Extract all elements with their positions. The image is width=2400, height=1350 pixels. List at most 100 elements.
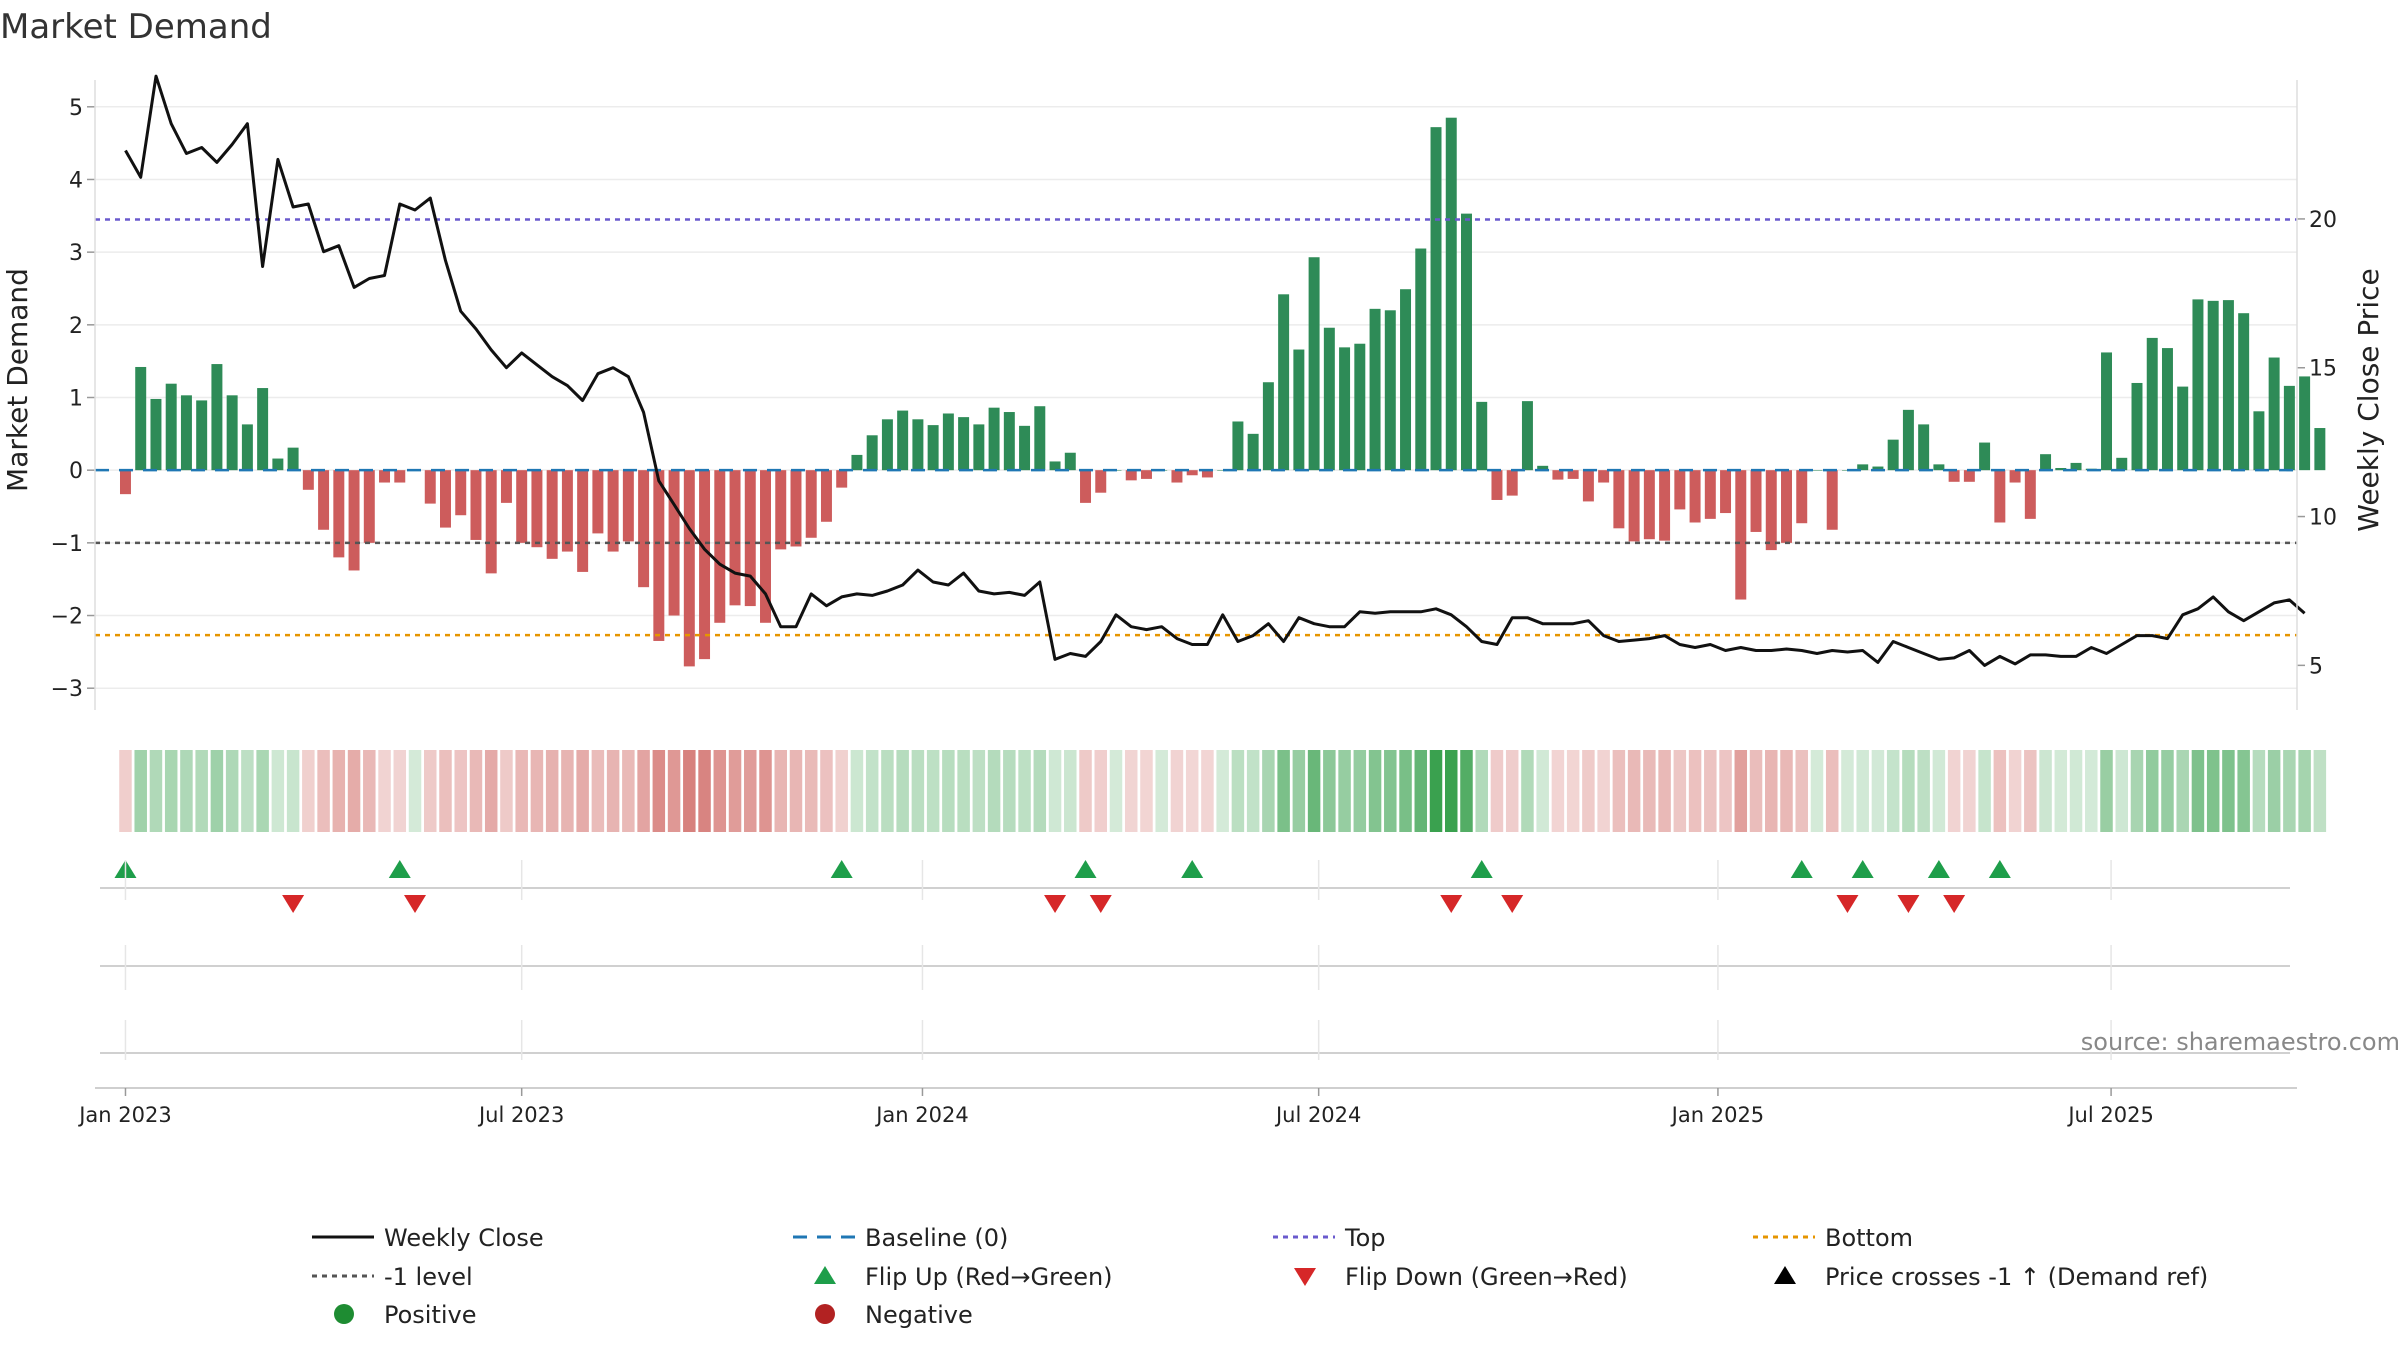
demand-bar-positive (2222, 300, 2234, 471)
demand-bar-positive (2268, 357, 2280, 471)
heat-cell-negative (774, 750, 787, 832)
heat-cell-positive (2115, 750, 2129, 832)
heat-cell-positive (2313, 750, 2327, 832)
demand-bar-negative (1598, 470, 1610, 483)
demand-bar-positive (1887, 439, 1899, 471)
demand-bar-positive (1445, 117, 1457, 471)
demand-bar-positive (1369, 308, 1381, 471)
flip-down-marker (1501, 895, 1524, 913)
demand-bar-negative (1689, 470, 1701, 523)
heat-cell-negative (1140, 750, 1153, 832)
heat-cell-negative (1719, 750, 1732, 832)
demand-bar-negative (790, 470, 802, 547)
demand-bar-negative (1796, 470, 1808, 524)
demand-bar-positive (1384, 310, 1396, 471)
heat-cell-positive (881, 750, 894, 832)
legend-label: Baseline (0) (865, 1224, 1008, 1252)
demand-bar-negative (1948, 470, 1960, 482)
flip-up-marker (1927, 860, 1950, 878)
heat-cell-negative (347, 750, 361, 832)
heat-cell-positive (1277, 750, 1290, 832)
heat-cell-negative (637, 750, 650, 832)
demand-bar-negative (699, 470, 711, 660)
heat-cell-negative (302, 750, 315, 832)
demand-bar-negative (1750, 470, 1762, 532)
y-tick-label: 3 (69, 241, 83, 266)
demand-bar-positive (1430, 127, 1442, 471)
demand-bar-positive (1521, 401, 1533, 471)
heat-cell-negative (835, 750, 848, 832)
demand-bar-negative (1567, 470, 1579, 479)
demand-bar-negative (2024, 470, 2036, 519)
heat-cell-positive (2222, 750, 2235, 832)
heat-cell-negative (1094, 750, 1108, 832)
demand-bar-negative (638, 470, 650, 588)
demand-bar-negative (1674, 470, 1686, 510)
demand-bar-positive (1278, 294, 1290, 471)
demand-bar-negative (1140, 470, 1152, 479)
heat-cell-negative (1704, 750, 1717, 832)
heat-cell-positive (1810, 750, 1824, 832)
heat-cell-positive (2039, 750, 2052, 832)
legend-swatch-dot (334, 1304, 354, 1324)
heat-cell-positive (1932, 750, 1946, 832)
flip-down-marker (1440, 895, 1463, 913)
demand-bar-positive (2101, 352, 2113, 471)
demand-bar-negative (1506, 470, 1518, 496)
heat-cell-positive (865, 750, 879, 832)
heat-cell-positive (926, 750, 940, 832)
heat-cell-positive (408, 750, 422, 832)
heat-cell-positive (1033, 750, 1047, 832)
demand-bar-positive (2314, 428, 2326, 471)
y-tick-label: −3 (51, 677, 83, 702)
demand-bar-negative (1171, 470, 1183, 483)
heat-cell-positive (1048, 750, 1062, 832)
demand-bar-negative (455, 470, 467, 516)
heat-cell-negative (804, 750, 818, 832)
flip-down-marker (1089, 895, 1112, 913)
heat-cell-negative (1780, 750, 1793, 832)
flip-up-marker (1988, 860, 2011, 878)
heat-cell-positive (1064, 750, 1077, 832)
y-tick-label: 5 (69, 96, 83, 121)
x-tick-label: Jul 2023 (477, 1103, 564, 1127)
demand-bar-negative (1994, 470, 2006, 523)
demand-bar-negative (394, 470, 406, 483)
demand-bar-positive (2177, 386, 2189, 471)
heat-cell-negative (484, 750, 498, 832)
heat-cell-negative (1612, 750, 1626, 832)
heat-cell-negative (1627, 750, 1641, 832)
heat-cell-negative (667, 750, 681, 832)
flip-up-marker (388, 860, 411, 878)
heat-cell-negative (1201, 750, 1214, 832)
flip-up-marker (1470, 860, 1493, 878)
heat-cell-positive (1445, 750, 1458, 832)
demand-bar-negative (424, 470, 436, 504)
heat-cell-positive (1460, 750, 1473, 832)
demand-bar-negative (302, 470, 314, 490)
heat-cell-positive (1902, 750, 1915, 832)
demand-bar-positive (881, 419, 893, 471)
heat-cell-negative (591, 750, 605, 832)
demand-bar-positive (2253, 411, 2265, 471)
flip-down-marker (1044, 895, 1067, 913)
heat-cell-negative (1551, 750, 1565, 832)
heat-cell-positive (2206, 750, 2220, 832)
demand-bar-positive (2207, 300, 2219, 471)
demand-bar-positive (2146, 337, 2158, 471)
demand-bar-positive (1354, 343, 1366, 471)
demand-bar-negative (546, 470, 558, 559)
legend-label: Positive (384, 1301, 477, 1329)
heat-cell-positive (987, 750, 1001, 832)
legend-entry: Flip Down (Green→Red) (1294, 1263, 1628, 1291)
heat-cell-positive (2283, 750, 2296, 832)
heat-cell-negative (530, 750, 544, 832)
y-axis-label: Market Demand (1, 268, 34, 492)
x-tick-label: Jul 2025 (2066, 1103, 2153, 1127)
demand-bar-negative (440, 470, 451, 528)
flip-down-marker (1943, 895, 1966, 913)
reference-line-layer (95, 218, 2297, 637)
heat-cell-positive (896, 750, 909, 832)
demand-bar-positive (1415, 248, 1427, 471)
demand-bar-negative (1186, 470, 1198, 476)
